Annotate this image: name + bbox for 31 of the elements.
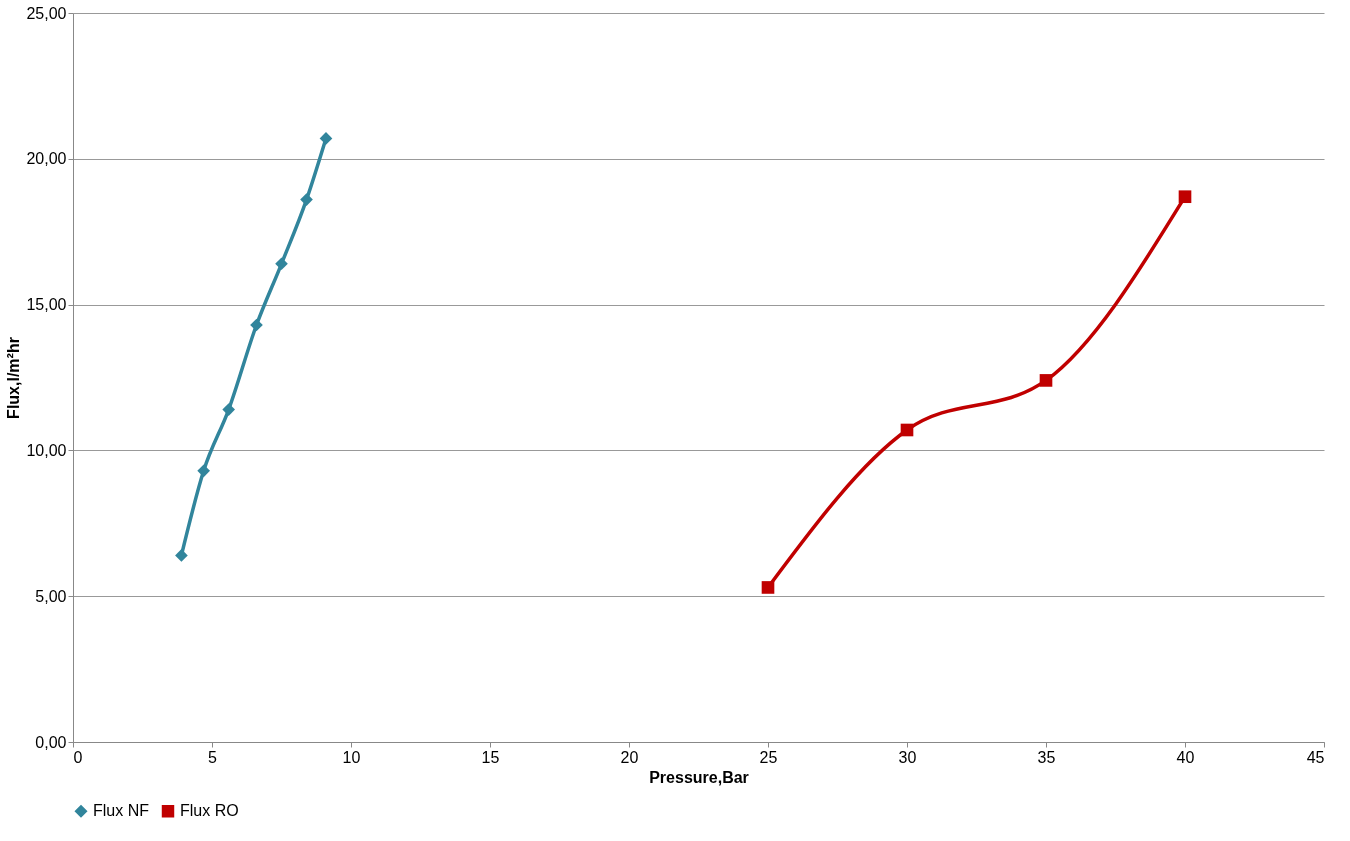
y-tick-label: 5,00 <box>35 587 67 605</box>
point <box>300 193 313 206</box>
point <box>250 318 263 332</box>
x-tick-label: 45 <box>1306 748 1325 766</box>
point <box>1039 374 1053 387</box>
y-tick-label: 10,00 <box>26 441 67 459</box>
x-tick-label: 0 <box>73 748 83 766</box>
x-tick-label: 5 <box>208 748 218 766</box>
legend-label: Flux RO <box>180 802 239 820</box>
x-tick-label: 35 <box>1037 748 1056 766</box>
point <box>275 257 288 271</box>
x-tick-label: 30 <box>898 748 917 766</box>
legend-label: Flux NF <box>93 802 150 820</box>
x-axis-title: Pressure,Bar <box>649 768 749 786</box>
point <box>319 132 333 145</box>
point <box>222 403 235 416</box>
y-axis-title: Flux,l/m²hr <box>5 337 23 419</box>
y-tick-label: 0,00 <box>35 733 67 751</box>
point <box>900 423 914 437</box>
x-tick-label: 25 <box>759 748 778 766</box>
x-tick-label: 40 <box>1176 748 1195 766</box>
x-tick-label: 20 <box>620 748 639 766</box>
point <box>1178 190 1192 204</box>
x-tick-label: 15 <box>481 748 500 766</box>
x-tick-label: 10 <box>342 748 361 766</box>
point <box>197 464 210 478</box>
point <box>175 549 188 562</box>
point <box>761 581 775 594</box>
y-tick-label: 25,00 <box>26 4 67 22</box>
y-tick-label: 20,00 <box>26 150 67 168</box>
y-tick-label: 15,00 <box>26 296 67 314</box>
